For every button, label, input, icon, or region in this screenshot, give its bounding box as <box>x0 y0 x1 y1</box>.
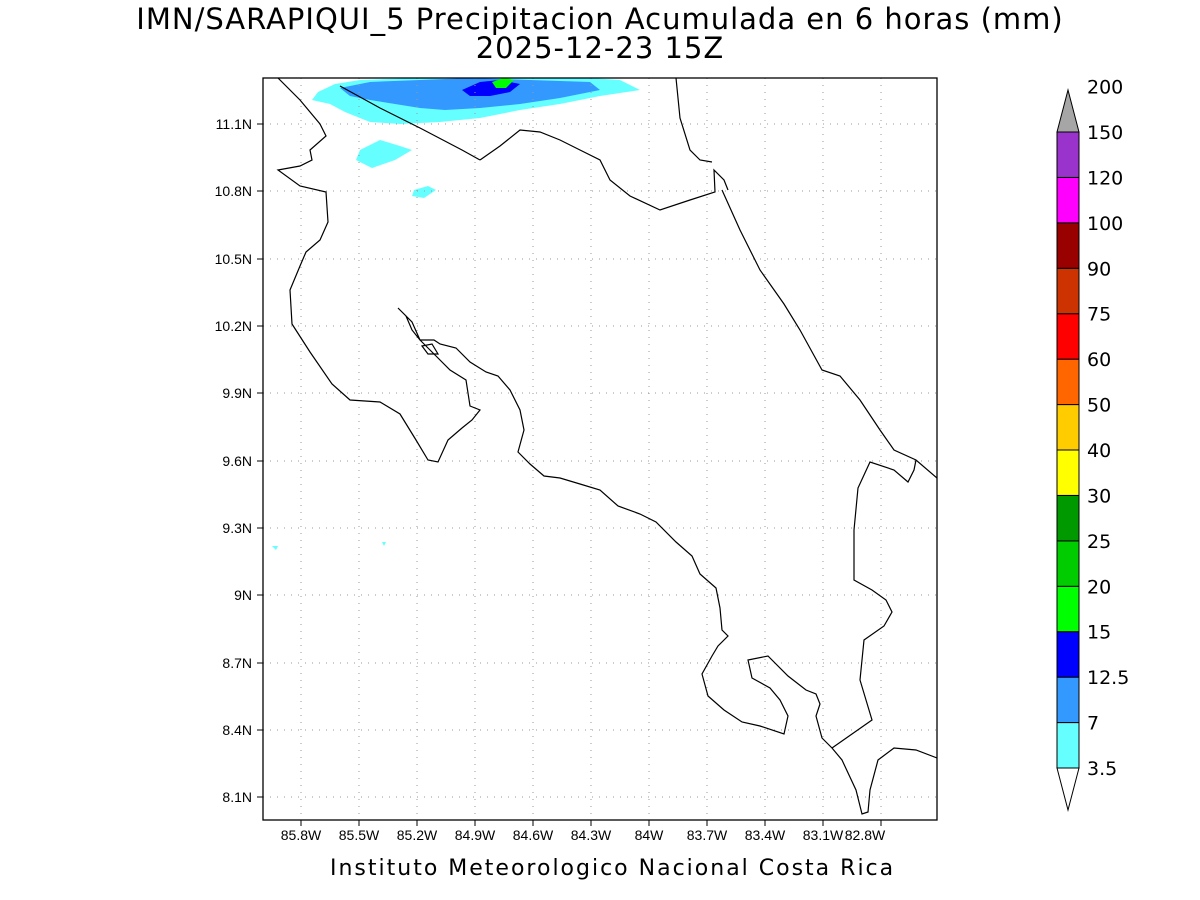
colorbar-label: 30 <box>1087 485 1111 507</box>
colorbar-label: 150 <box>1087 122 1123 144</box>
northern-border-line <box>479 78 729 211</box>
map-frame <box>262 77 938 821</box>
colorbar-label: 3.5 <box>1087 758 1117 780</box>
nicaragua-border-line <box>339 85 481 161</box>
colorbar-swatch <box>1056 722 1080 769</box>
colorbar-swatch <box>1056 131 1080 178</box>
lat-tick-label: 8.1N <box>222 789 252 805</box>
lat-tick-label: 10.2N <box>215 318 252 334</box>
caribbean-coastline <box>721 189 937 479</box>
colorbar-label: 12.5 <box>1087 667 1129 689</box>
lat-tick-label: 9.3N <box>222 520 252 536</box>
lat-tick-label: 8.7N <box>222 655 252 671</box>
lon-tick-label: 82.8W <box>845 827 886 843</box>
lon-tick-label: 85.2W <box>397 827 438 843</box>
lon-tick-label: 84.9W <box>455 827 496 843</box>
lon-tick-label: 85.8W <box>281 827 322 843</box>
colorbar-label: 20 <box>1087 576 1111 598</box>
footer-credit: Instituto Meteorologico Nacional Costa R… <box>330 856 896 881</box>
longitude-axis: 85.8W 85.5W 85.2W 84.9W 84.6W 84.3W 84W … <box>281 827 886 843</box>
lat-tick-label: 9.6N <box>222 453 252 469</box>
lat-lon-grid <box>263 78 937 820</box>
colorbar-swatch <box>1056 449 1080 496</box>
colorbar-swatch <box>1056 176 1080 224</box>
lat-tick-label: 11.1N <box>216 116 252 132</box>
map-subtitle-date: 2025-12-23 15Z <box>475 31 725 65</box>
precip-15mm-area <box>492 78 514 88</box>
colorbar-label: 15 <box>1087 622 1111 644</box>
colorbar-label: 60 <box>1087 349 1111 371</box>
colorbar-swatch <box>1056 313 1080 360</box>
lon-tick-label: 83.1W <box>803 827 844 843</box>
colorbar-label: 200 <box>1087 77 1123 99</box>
precip-3.5mm-area <box>382 542 386 546</box>
precip-3.5mm-area <box>356 140 412 168</box>
colorbar-label: 25 <box>1087 531 1111 553</box>
coastline-border <box>276 78 937 815</box>
colorbar-swatch <box>1056 540 1080 587</box>
lon-tick-label: 84.3W <box>571 827 612 843</box>
precip-3.5mm-area <box>412 186 436 198</box>
colorbar-swatch <box>1056 222 1080 269</box>
panama-border-line <box>831 459 917 749</box>
colorbar-swatch <box>1056 404 1080 451</box>
lon-tick-label: 83.7W <box>687 827 728 843</box>
colorbar-swatch <box>1056 267 1080 315</box>
colorbar-swatch <box>1056 494 1080 542</box>
map-title: IMN/SARAPIQUI_5 Precipitacion Acumulada … <box>136 2 1064 36</box>
colorbar-label: 40 <box>1087 440 1111 462</box>
colorbar-high-triangle <box>1056 88 1080 133</box>
precipitation-field <box>272 78 640 550</box>
colorbar-label: 100 <box>1087 213 1123 235</box>
lon-tick-label: 84.6W <box>513 827 554 843</box>
colorbar-swatch <box>1056 631 1080 678</box>
axis-ticks <box>257 123 882 826</box>
colorbar-label: 75 <box>1087 304 1111 326</box>
colorbar-label: 50 <box>1087 395 1111 417</box>
lat-tick-label: 10.8N <box>215 183 252 199</box>
lon-tick-label: 85.5W <box>339 827 380 843</box>
pacific-coastline <box>276 78 937 815</box>
colorbar-swatch <box>1056 358 1080 406</box>
lat-tick-label: 10.5N <box>215 251 252 267</box>
colorbar-label: 7 <box>1087 713 1099 735</box>
lat-tick-label: 9N <box>234 587 252 603</box>
latitude-axis: 11.1N 10.8N 10.5N 10.2N 9.9N 9.6N 9.3N 9… <box>215 116 252 805</box>
colorbar-swatch <box>1056 676 1080 724</box>
precip-3.5mm-area <box>272 546 278 550</box>
colorbar-label: 120 <box>1087 167 1123 189</box>
colorbar-swatch <box>1056 585 1080 633</box>
colorbar-low-triangle <box>1056 767 1080 812</box>
colorbar-label: 90 <box>1087 258 1111 280</box>
lon-tick-label: 83.4W <box>745 827 786 843</box>
lat-tick-label: 8.4N <box>222 722 252 738</box>
lon-tick-label: 84W <box>635 827 665 843</box>
precipitation-colorbar: 3.5 7 12.5 15 20 25 30 40 50 60 75 90 100 120 150 200 <box>1056 77 1129 812</box>
nicoya-island <box>420 343 440 355</box>
lat-tick-label: 9.9N <box>222 385 252 401</box>
